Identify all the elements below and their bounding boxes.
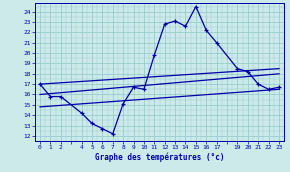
X-axis label: Graphe des températures (°c): Graphe des températures (°c) — [95, 153, 224, 163]
